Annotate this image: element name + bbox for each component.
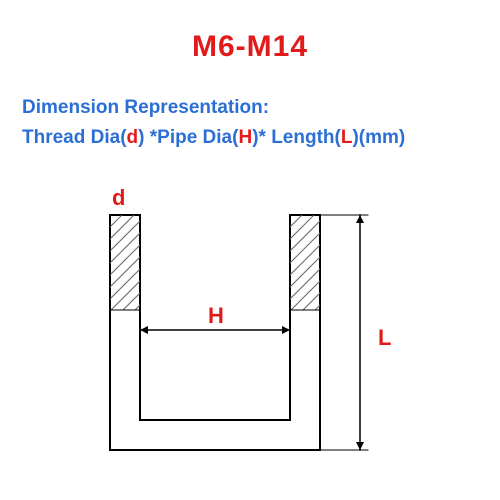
- label-H: H: [208, 303, 224, 328]
- label-L: L: [378, 325, 391, 350]
- ubolt-diagram: d H L: [0, 0, 500, 500]
- label-d: d: [112, 185, 125, 210]
